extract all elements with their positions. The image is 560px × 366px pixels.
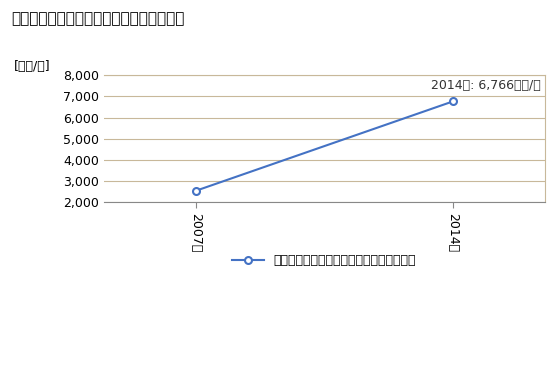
Y-axis label: [万円/人]: [万円/人] <box>14 60 51 73</box>
Legend: 卸売業の従業者一人当たり年間商品販売額: 卸売業の従業者一人当たり年間商品販売額 <box>227 249 421 272</box>
Text: 2014年: 6,766万円/人: 2014年: 6,766万円/人 <box>431 79 540 92</box>
卸売業の従業者一人当たり年間商品販売額 <box>450 99 456 104</box>
Line: 卸売業の従業者一人当たり年間商品販売額: 卸売業の従業者一人当たり年間商品販売額 <box>192 98 456 194</box>
卸売業の従業者一人当たり年間商品販売額 <box>192 188 199 193</box>
Text: 卸売業の従業者一人当たり年間商品販売額: 卸売業の従業者一人当たり年間商品販売額 <box>11 11 185 26</box>
